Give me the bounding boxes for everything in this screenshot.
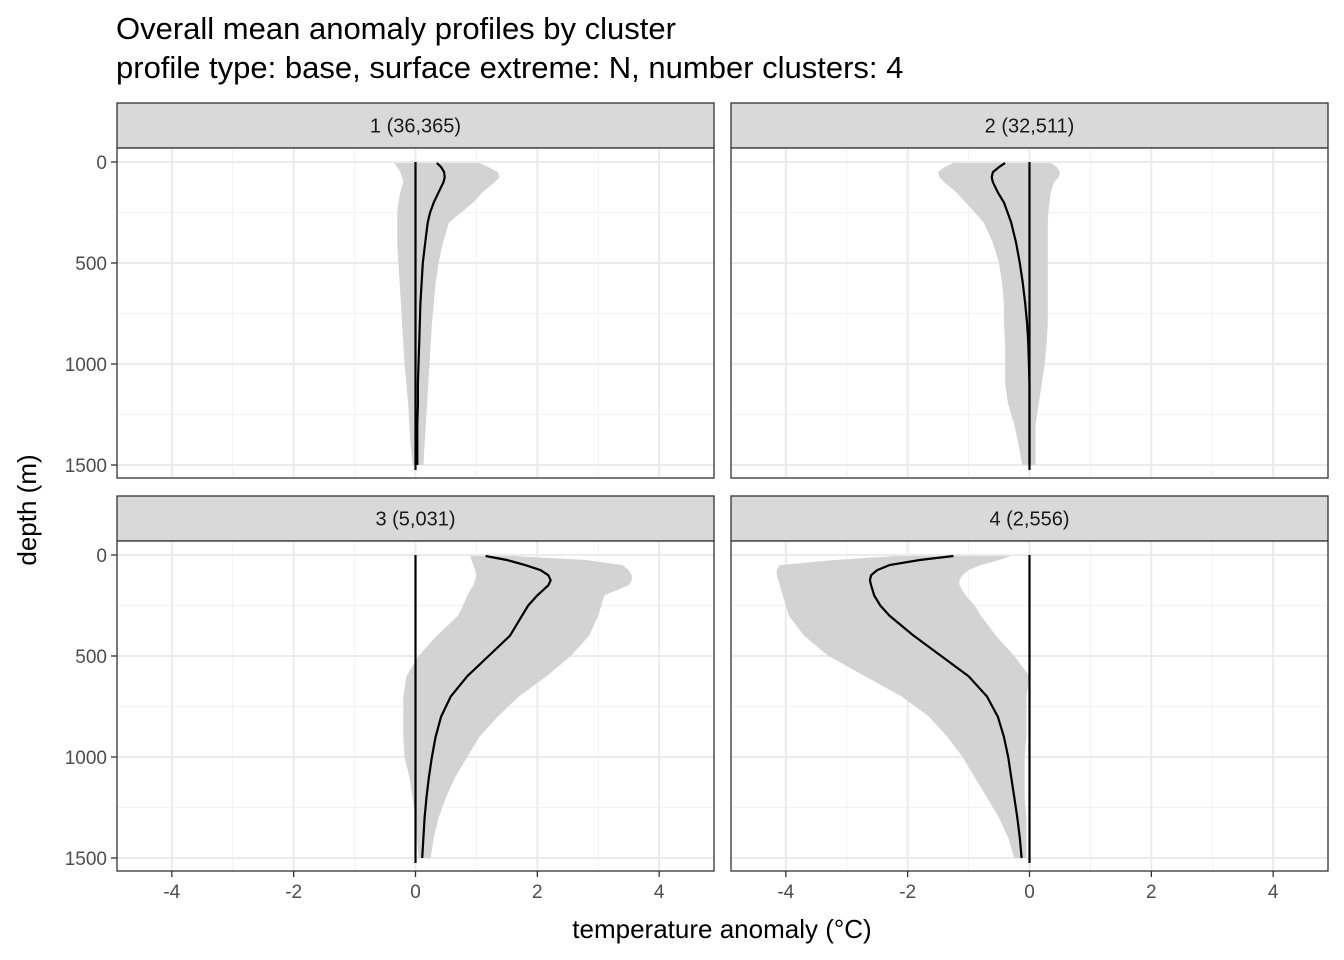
facet-panel-4: 4 (2,556) -4 -2 0 2 4 bbox=[730, 495, 1329, 903]
panel-border bbox=[116, 147, 715, 479]
x-tick-label: 2 bbox=[532, 882, 543, 903]
anomaly-range-band bbox=[403, 556, 632, 858]
y-tick-label: 0 bbox=[96, 546, 107, 567]
mean-anomaly-line bbox=[868, 554, 1023, 859]
y-axis-title: depth (m) bbox=[12, 454, 42, 565]
mean-anomaly-line bbox=[990, 162, 1031, 465]
chart-title: Overall mean anomaly profiles by cluster bbox=[116, 11, 676, 46]
y-tick-label: 500 bbox=[75, 254, 107, 275]
facet-strip-label: 4 (2,556) bbox=[989, 509, 1069, 531]
x-tick-label: 4 bbox=[654, 882, 665, 903]
facet-panel-2: 2 (32,511) bbox=[730, 102, 1329, 479]
x-tick-label: 4 bbox=[1268, 882, 1279, 903]
facet-strip-label: 3 (5,031) bbox=[375, 509, 455, 531]
x-tick-label: -2 bbox=[899, 882, 916, 903]
x-tick-label: -2 bbox=[285, 882, 302, 903]
y-tick-label: 1500 bbox=[65, 849, 107, 870]
y-tick-label: 1000 bbox=[65, 355, 107, 376]
facet-strip bbox=[116, 495, 715, 542]
facet-strip-label: 2 (32,511) bbox=[985, 116, 1075, 138]
y-tick-label: 1500 bbox=[65, 456, 107, 477]
mean-anomaly-line bbox=[416, 162, 446, 465]
facet-strip bbox=[730, 102, 1329, 149]
y-tick-label: 0 bbox=[96, 153, 107, 174]
panel-border bbox=[730, 147, 1329, 479]
mean-anomaly-line bbox=[421, 554, 552, 859]
facet-strip bbox=[730, 495, 1329, 542]
facet-panel-1: 1 (36,365) 0 500 1000 1500 bbox=[65, 102, 715, 479]
x-tick-label: -4 bbox=[163, 882, 180, 903]
facet-panel-3: 3 (5,031) 0 500 1000 1500 -4 -2 0 2 4 bbox=[65, 495, 715, 903]
anomaly-range-band bbox=[394, 163, 500, 465]
x-axis-title: temperature anomaly (°C) bbox=[572, 914, 871, 944]
anomaly-range-band bbox=[776, 556, 1030, 858]
x-tick-label: 0 bbox=[1024, 882, 1035, 903]
facet-strip-label: 1 (36,365) bbox=[370, 116, 461, 138]
chart-subtitle: profile type: base, surface extreme: N, … bbox=[116, 50, 904, 85]
x-tick-label: 2 bbox=[1146, 882, 1157, 903]
x-tick-label: 0 bbox=[410, 882, 421, 903]
y-tick-label: 1000 bbox=[65, 748, 107, 769]
x-tick-label: -4 bbox=[777, 882, 794, 903]
y-tick-label: 500 bbox=[75, 647, 107, 668]
